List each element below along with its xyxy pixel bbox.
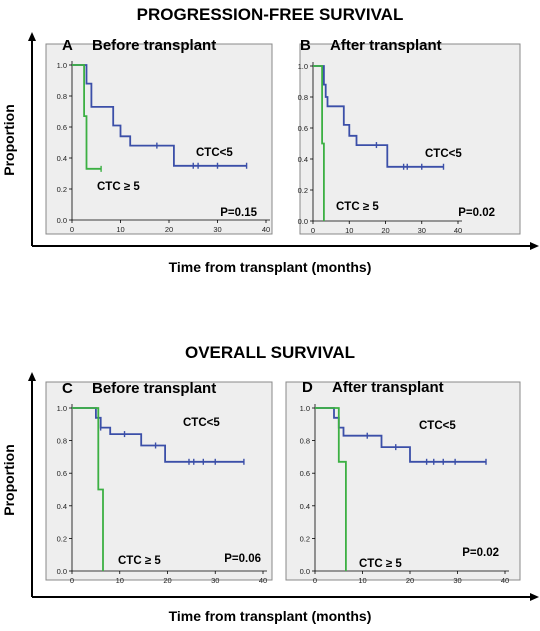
y-tick-label: 0.2 (57, 185, 67, 194)
panel-title: Before transplant (92, 380, 216, 397)
x-tick-label: 10 (116, 225, 124, 234)
y-tick-label: 0.0 (300, 567, 310, 576)
x-tick-label: 20 (165, 225, 173, 234)
y-tick-label: 0.6 (298, 124, 308, 133)
series-label-ctc-low: CTC<5 (196, 147, 233, 159)
y-tick-label: 0.4 (57, 502, 67, 511)
y-tick-label: 0.8 (298, 93, 308, 102)
x-tick-label: 20 (163, 576, 171, 585)
x-tick-label: 30 (211, 576, 219, 585)
x-tick-label: 30 (418, 226, 426, 235)
y-tick-label: 0.6 (300, 469, 310, 478)
series-line-ctc-low (72, 64, 247, 167)
panel-background (45, 381, 273, 581)
series-line-ctc-high (72, 407, 104, 571)
panel-letter: B (300, 37, 311, 54)
y-tick-label: 1.0 (298, 62, 308, 71)
x-tick-label: 0 (70, 225, 74, 234)
y-tick-label: 0.4 (298, 155, 308, 164)
series-label-ctc-low: CTC<5 (425, 148, 462, 160)
y-tick-label: 0.4 (57, 154, 67, 163)
p-value: P=0.06 (224, 553, 261, 565)
panel-letter: D (302, 379, 313, 396)
y-tick-label: 0.0 (57, 567, 67, 576)
x-tick-label: 30 (453, 576, 461, 585)
panel-letter: C (62, 380, 73, 397)
x-tick-label: 40 (501, 576, 509, 585)
series-label-ctc-high: CTC ≥ 5 (359, 558, 402, 570)
x-tick-label: 40 (262, 225, 270, 234)
panel-title: Before transplant (92, 37, 216, 54)
x-tick-label: 40 (259, 576, 267, 585)
panel-title: After transplant (330, 37, 442, 54)
panel-background (299, 43, 521, 235)
x-tick-label: 10 (358, 576, 366, 585)
series-label-ctc-high: CTC ≥ 5 (118, 555, 161, 567)
km-panel-c: 0.0 0.2 0.4 0.6 0.8 1.0 0 10 20 30 40 C Before trans… (45, 380, 273, 585)
y-tick-label: 0.2 (298, 186, 308, 195)
panel-background (45, 43, 273, 235)
y-tick-label: 1.0 (300, 404, 310, 413)
series-line-ctc-low (315, 407, 486, 463)
panel-background (285, 381, 521, 581)
y-axis-label-os: Proportion (1, 444, 17, 516)
y-tick-label: 1.0 (57, 61, 67, 70)
y-tick-label: 0.6 (57, 123, 67, 132)
y-tick-label: 0.2 (57, 534, 67, 543)
series-line-ctc-high (315, 407, 347, 571)
y-tick-label: 0.8 (300, 437, 310, 446)
series-label-ctc-low: CTC<5 (419, 420, 456, 432)
y-tick-label: 0.2 (300, 534, 310, 543)
x-axis-label-os: Time from transplant (months) (169, 608, 372, 624)
p-value: P=0.15 (220, 207, 257, 219)
x-tick-label: 20 (406, 576, 414, 585)
km-panel-a: 0.0 0.2 0.4 0.6 0.8 1.0 0 10 20 30 40 A Before trans… (45, 37, 273, 235)
x-tick-label: 30 (213, 225, 221, 234)
x-tick-label: 10 (116, 576, 124, 585)
series-line-ctc-low (72, 407, 244, 463)
y-tick-label: 0.6 (57, 469, 67, 478)
x-tick-label: 10 (345, 226, 353, 235)
series-line-ctc-high (72, 64, 102, 170)
x-tick-label: 0 (70, 576, 74, 585)
y-tick-label: 0.0 (57, 216, 67, 225)
series-line-ctc-low (313, 65, 444, 168)
series-label-ctc-high: CTC ≥ 5 (97, 181, 140, 193)
km-panel-b: 0.0 0.2 0.4 0.6 0.8 1.0 0 10 20 30 40 B After transp… (298, 37, 521, 235)
y-tick-label: 1.0 (57, 404, 67, 413)
x-tick-label: 20 (381, 226, 389, 235)
x-tick-label: 0 (311, 226, 315, 235)
y-tick-label: 0.4 (300, 502, 310, 511)
y-axis-label-pfs: Proportion (1, 104, 17, 176)
series-label-ctc-high: CTC ≥ 5 (336, 201, 379, 213)
x-tick-label: 0 (313, 576, 317, 585)
p-value: P=0.02 (462, 547, 499, 559)
y-tick-label: 0.8 (57, 92, 67, 101)
x-tick-label: 40 (454, 226, 462, 235)
section-title-pfs: PROGRESSION-FREE SURVIVAL (137, 5, 404, 24)
y-tick-label: 0.8 (57, 437, 67, 446)
series-line-ctc-high (313, 65, 325, 221)
km-panel-d: 0.0 0.2 0.4 0.6 0.8 1.0 0 10 20 30 40 D After transp… (285, 379, 521, 585)
panel-letter: A (62, 37, 73, 54)
p-value: P=0.02 (458, 207, 495, 219)
section-title-os: OVERALL SURVIVAL (185, 343, 355, 362)
x-axis-label-pfs: Time from transplant (months) (169, 259, 372, 275)
y-tick-label: 0.0 (298, 217, 308, 226)
panel-title: After transplant (332, 379, 444, 396)
series-label-ctc-low: CTC<5 (183, 417, 220, 429)
